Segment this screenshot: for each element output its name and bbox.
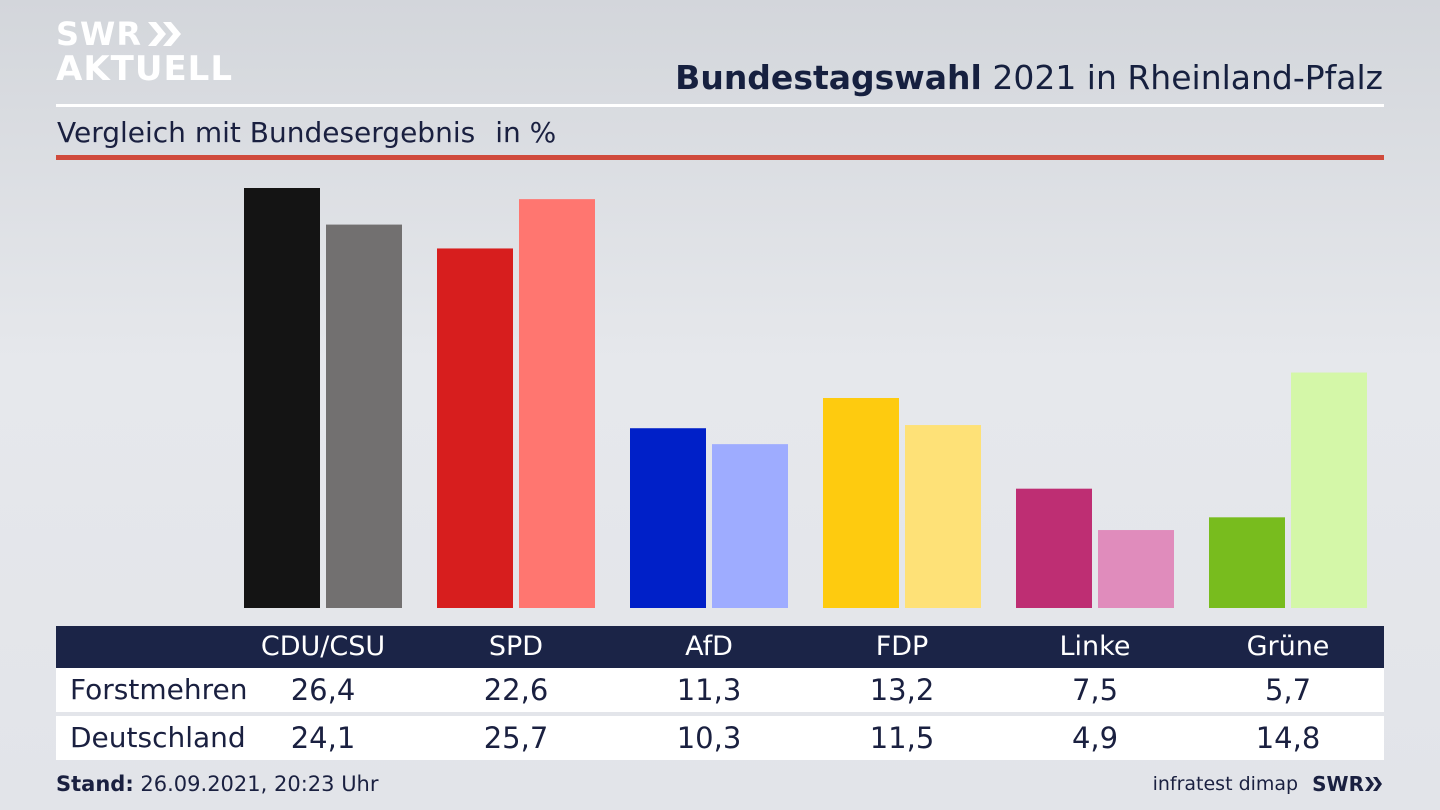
title-bold: Bundestagswahl [675,58,982,97]
unit-label: in % [495,116,557,149]
table-cell: 22,6 [483,673,549,707]
column-header: CDU/CSU [260,631,386,662]
bar-cducsu-deutschland [326,224,402,608]
bar-spd-forstmehren [437,248,513,609]
swr-aktuell-logo: SWR AKTUELL [56,18,233,86]
table-cell: 24,1 [290,721,356,755]
table-cell: 13,2 [869,673,935,707]
double-chevron-icon [147,22,181,46]
bar-linke-deutschland [1098,530,1174,608]
table-header: CDU/CSU SPD AfD FDP Linke Grüne [56,626,1384,668]
column-header: Linke [1059,631,1131,662]
table-body: Forstmehren 26,4 22,6 11,3 13,2 7,5 5,7 Deutsch… [56,668,1384,760]
timestamp: Stand: 26.09.2021, 20:23 Uhr [56,772,379,796]
table-cell: 11,5 [869,721,935,755]
bar-grne-deutschland [1291,372,1367,608]
subtitle-divider [56,155,1384,160]
bar-spd-deutschland [519,199,595,609]
chart-subtitle: Vergleich mit Bundesergebnis in % [57,116,556,149]
chart-title: Bundestagswahl 2021 in Rheinland-Pfalz [675,58,1383,97]
logo-swr-text: SWR [56,15,142,53]
column-header: SPD [488,631,544,662]
table-cell: 7,5 [1071,673,1119,707]
table-cell: 25,7 [483,721,549,755]
logo-aktuell-text: AKTUELL [56,49,234,89]
table-cell: 14,8 [1255,721,1321,755]
bar-linke-forstmehren [1016,488,1092,608]
stand-label: Stand: [56,772,134,796]
source-text: infratest dimap [1152,773,1299,795]
footer-swr-text: SWR [1312,772,1364,796]
column-header: FDP [875,631,929,662]
source-credit: infratest dimap SWR [1153,772,1384,796]
logo-top-line: SWR [56,18,233,50]
bar-cducsu-forstmehren [244,188,320,608]
footer-double-chevron-icon [1365,777,1382,791]
table-cell: 4,9 [1071,721,1119,755]
table-cell: 26,4 [290,673,356,707]
bar-fdp-forstmehren [823,398,899,608]
bar-grne-forstmehren [1209,517,1285,608]
results-table: CDU/CSU SPD AfD FDP Linke Grüne Forstmehren 26… [56,626,1384,760]
row-label: Deutschland [70,721,246,754]
table-cell: 10,3 [676,721,742,755]
subtitle-text: Vergleich mit Bundesergebnis [57,116,476,149]
table-cell: 11,3 [676,673,742,707]
footer-swr-logo: SWR [1312,772,1384,796]
table-cell: 5,7 [1264,673,1312,707]
row-label: Forstmehren [70,673,248,706]
stand-value: 26.09.2021, 20:23 Uhr [140,772,379,796]
bar-fdp-deutschland [905,425,981,608]
title-rest: 2021 in Rheinland-Pfalz [992,58,1383,97]
table-row: Deutschland 24,1 25,7 10,3 11,5 4,9 14,8 [56,716,1384,760]
column-header: Grüne [1246,631,1330,662]
table-row: Forstmehren 26,4 22,6 11,3 13,2 7,5 5,7 [56,668,1384,712]
title-divider [56,104,1384,107]
bar-afd-forstmehren [630,428,706,608]
column-header: AfD [685,631,733,662]
bar-afd-deutschland [712,444,788,608]
